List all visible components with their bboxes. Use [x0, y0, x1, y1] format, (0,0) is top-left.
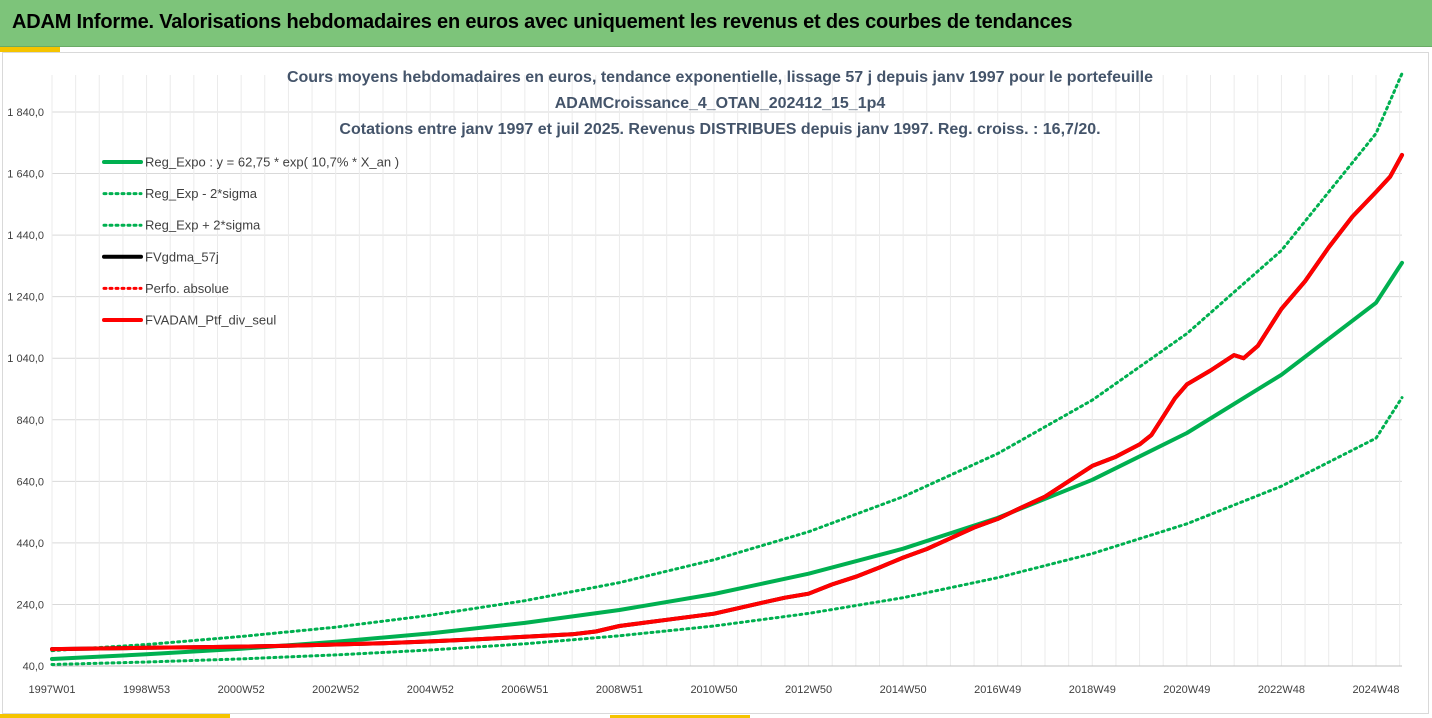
accent-bar-top-left [0, 47, 60, 52]
series-line-2 [50, 396, 1404, 666]
x-tick-label: 2018W49 [1069, 684, 1116, 696]
legend-label-3: Reg_Exp + 2*sigma [145, 218, 261, 233]
y-tick-label: 1 440,0 [7, 230, 44, 242]
y-tick-label: 1 040,0 [7, 353, 44, 365]
y-axis-tick-labels: 40,0 240,0 440,0 640,0 840,0 1 040,0 1 240,0 1 … [7, 107, 44, 673]
x-tick-label: 1998W53 [123, 684, 170, 696]
y-tick-label: 1 840,0 [7, 107, 44, 119]
accent-bar-bottom-middle [610, 715, 750, 718]
legend-label-6: FVADAM_Ptf_div_seul [145, 313, 276, 328]
x-tick-label: 2020W49 [1163, 684, 1210, 696]
legend-label-1: Reg_Expo : y = 62,75 * exp( 10,7% * X_an… [145, 155, 399, 170]
grid [51, 75, 1402, 667]
x-tick-label: 2022W48 [1258, 684, 1305, 696]
legend: Reg_Expo : y = 62,75 * exp( 10,7% * X_an… [102, 155, 399, 328]
chart-area-frame [2, 52, 1429, 714]
accent-bar-bottom-left [0, 714, 230, 718]
y-tick-label: 840,0 [16, 415, 44, 427]
series-line-6 [50, 153, 1404, 652]
y-tick-label: 40,0 [23, 661, 44, 673]
series-line-3 [50, 72, 1404, 653]
x-tick-label: 2014W50 [880, 684, 927, 696]
x-tick-label: 2012W50 [785, 684, 832, 696]
chart-title-line-2: ADAMCroissance_4_OTAN_202412_15_1p4 [555, 95, 886, 112]
x-tick-label: 2006W51 [501, 684, 548, 696]
x-tick-label: 2008W51 [596, 684, 643, 696]
x-axis-tick-labels: 1997W01 1998W53 2000W52 2002W52 2004W52 2006W… [28, 684, 1399, 696]
report-title: ADAM Informe. Valorisations hebdomadaire… [12, 11, 1073, 33]
y-tick-label: 640,0 [16, 476, 44, 488]
legend-label-2: Reg_Exp - 2*sigma [145, 186, 258, 201]
x-tick-label: 2000W52 [218, 684, 265, 696]
chart-title: Cours moyens hebdomadaires en euros, ten… [287, 69, 1153, 138]
chart-title-line-3: Cotations entre janv 1997 et juil 2025. … [339, 121, 1100, 138]
x-tick-label: 2010W50 [690, 684, 737, 696]
report-banner: ADAM Informe. Valorisations hebdomadaire… [0, 0, 1432, 47]
y-tick-label: 440,0 [16, 538, 44, 550]
x-tick-label: 2004W52 [407, 684, 454, 696]
legend-label-4: FVgdma_57j [145, 249, 219, 264]
y-tick-label: 1 640,0 [7, 169, 44, 181]
legend-label-5: Perfo. absolue [145, 281, 229, 296]
y-tick-label: 240,0 [16, 599, 44, 611]
y-tick-label: 1 240,0 [7, 292, 44, 304]
x-tick-label: 2024W48 [1352, 684, 1399, 696]
chart-title-line-1: Cours moyens hebdomadaires en euros, ten… [287, 69, 1153, 86]
series-lines [50, 72, 1404, 666]
x-tick-label: 2002W52 [312, 684, 359, 696]
x-tick-label: 1997W01 [28, 684, 75, 696]
x-tick-label: 2016W49 [974, 684, 1021, 696]
